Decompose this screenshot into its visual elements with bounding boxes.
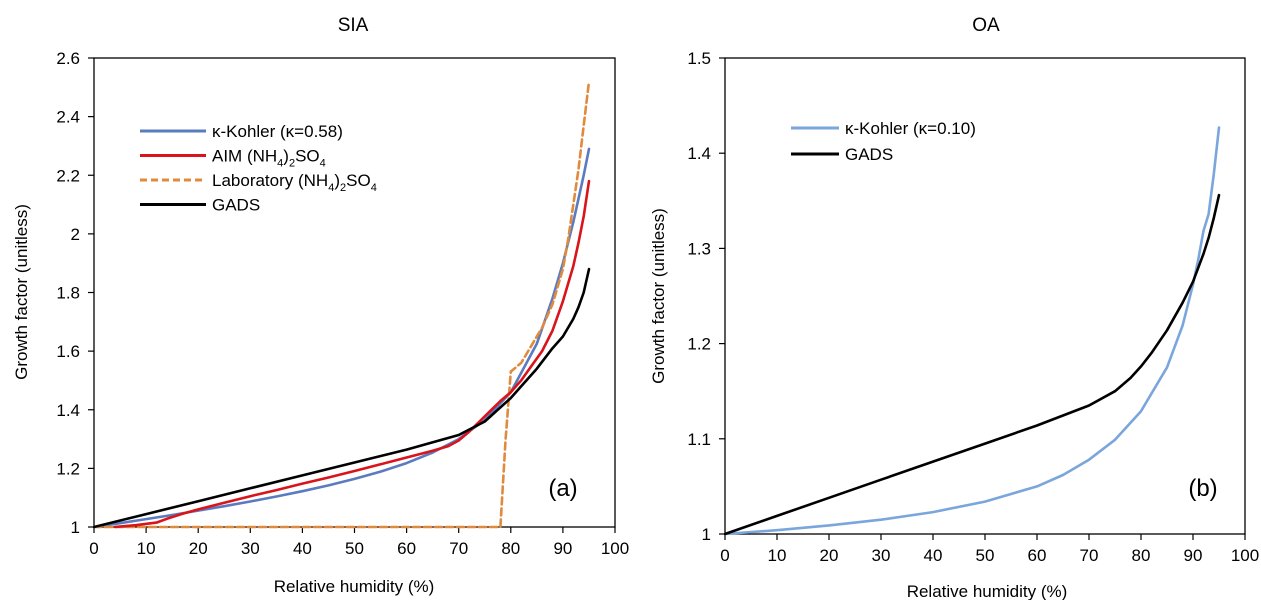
- x-tick-label: 40: [293, 539, 312, 558]
- x-tick-label: 80: [1132, 546, 1151, 565]
- chart-title: SIA: [338, 15, 369, 36]
- x-tick-label: 100: [1231, 546, 1259, 565]
- x-tick-label: 90: [553, 539, 572, 558]
- legend: κ-Kohler (κ=0.10) GADS: [791, 119, 976, 164]
- legend: κ-Kohler (κ=0.58) AIM (NH4)2SO4Laboratory…: [140, 122, 377, 215]
- chart-oa: OA 0 10 20 30 40 50 60 70 80 90 100 1 1.1 1.2 1.3 1.4 1.…: [649, 15, 1259, 600]
- axis-ticks: 0 10 20 30 40 50 60 70 80 90 100 1 1.1 1.2 1.3 1.4 1.5: [687, 49, 1259, 565]
- y-tick-label: 2.2: [56, 166, 80, 185]
- x-tick-label: 40: [924, 546, 943, 565]
- y-tick-label: 1: [702, 525, 711, 544]
- x-tick-label: 80: [501, 539, 520, 558]
- chart-sia: SIA 0 10 20 30 40 50 60 70 80 90 100 1 1.2 1.4 1.6 1.8 2…: [12, 15, 629, 596]
- legend-label: κ-Kohler (κ=0.58): [212, 122, 343, 141]
- axis-ticks: 0 10 20 30 40 50 60 70 80 90 100 1 1.2 1.4 1.6 1.8 2 2.2 2…: [56, 49, 629, 558]
- x-tick-label: 30: [872, 546, 891, 565]
- x-tick-label: 90: [1184, 546, 1203, 565]
- chart-title: OA: [972, 15, 1000, 36]
- x-tick-label: 30: [241, 539, 260, 558]
- y-tick-label: 1.2: [56, 459, 80, 478]
- legend-label: Laboratory (NH4)2SO4: [212, 171, 377, 194]
- x-tick-label: 20: [820, 546, 839, 565]
- legend-label: AIM (NH4)2SO4: [212, 147, 326, 170]
- x-tick-label: 50: [345, 539, 364, 558]
- y-tick-label: 1.4: [687, 144, 711, 163]
- x-tick-label: 50: [976, 546, 995, 565]
- x-tick-label: 70: [1080, 546, 1099, 565]
- series-line: [92, 80, 591, 529]
- x-tick-label: 100: [601, 539, 629, 558]
- x-tick-label: 60: [1028, 546, 1047, 565]
- panel-label: (a): [548, 475, 577, 502]
- series-line: [723, 193, 1221, 536]
- y-tick-label: 1.6: [56, 342, 80, 361]
- y-axis-label: Growth factor (unitless): [12, 204, 31, 380]
- y-tick-label: 1.8: [56, 284, 80, 303]
- x-tick-label: 20: [189, 539, 208, 558]
- series-group: [723, 126, 1221, 536]
- series-line: [113, 179, 591, 529]
- y-axis-label: Growth factor (unitless): [649, 208, 668, 384]
- y-tick-label: 2: [71, 225, 80, 244]
- x-tick-label: 10: [137, 539, 156, 558]
- plot-frame: [93, 57, 616, 528]
- legend-label: κ-Kohler (κ=0.10): [845, 119, 976, 138]
- y-tick-label: 1.1: [687, 430, 711, 449]
- series-line: [92, 267, 591, 529]
- series-line: [723, 126, 1221, 536]
- x-tick-label: 10: [768, 546, 787, 565]
- panel-label: (b): [1188, 475, 1217, 502]
- x-axis-label: Relative humidity (%): [274, 577, 435, 596]
- y-tick-label: 1.4: [56, 401, 80, 420]
- x-tick-label: 0: [720, 546, 729, 565]
- legend-label: GADS: [845, 145, 893, 164]
- y-tick-label: 1.3: [687, 239, 711, 258]
- y-tick-label: 1: [71, 518, 80, 537]
- series-group: [92, 80, 591, 529]
- x-tick-label: 0: [89, 539, 98, 558]
- legend-label: GADS: [212, 196, 260, 215]
- x-axis-label: Relative humidity (%): [907, 582, 1068, 600]
- x-tick-label: 60: [397, 539, 416, 558]
- y-tick-label: 1.5: [687, 49, 711, 68]
- y-tick-label: 1.2: [687, 335, 711, 354]
- y-tick-label: 2.4: [56, 108, 80, 127]
- y-tick-label: 2.6: [56, 49, 80, 68]
- x-tick-label: 70: [449, 539, 468, 558]
